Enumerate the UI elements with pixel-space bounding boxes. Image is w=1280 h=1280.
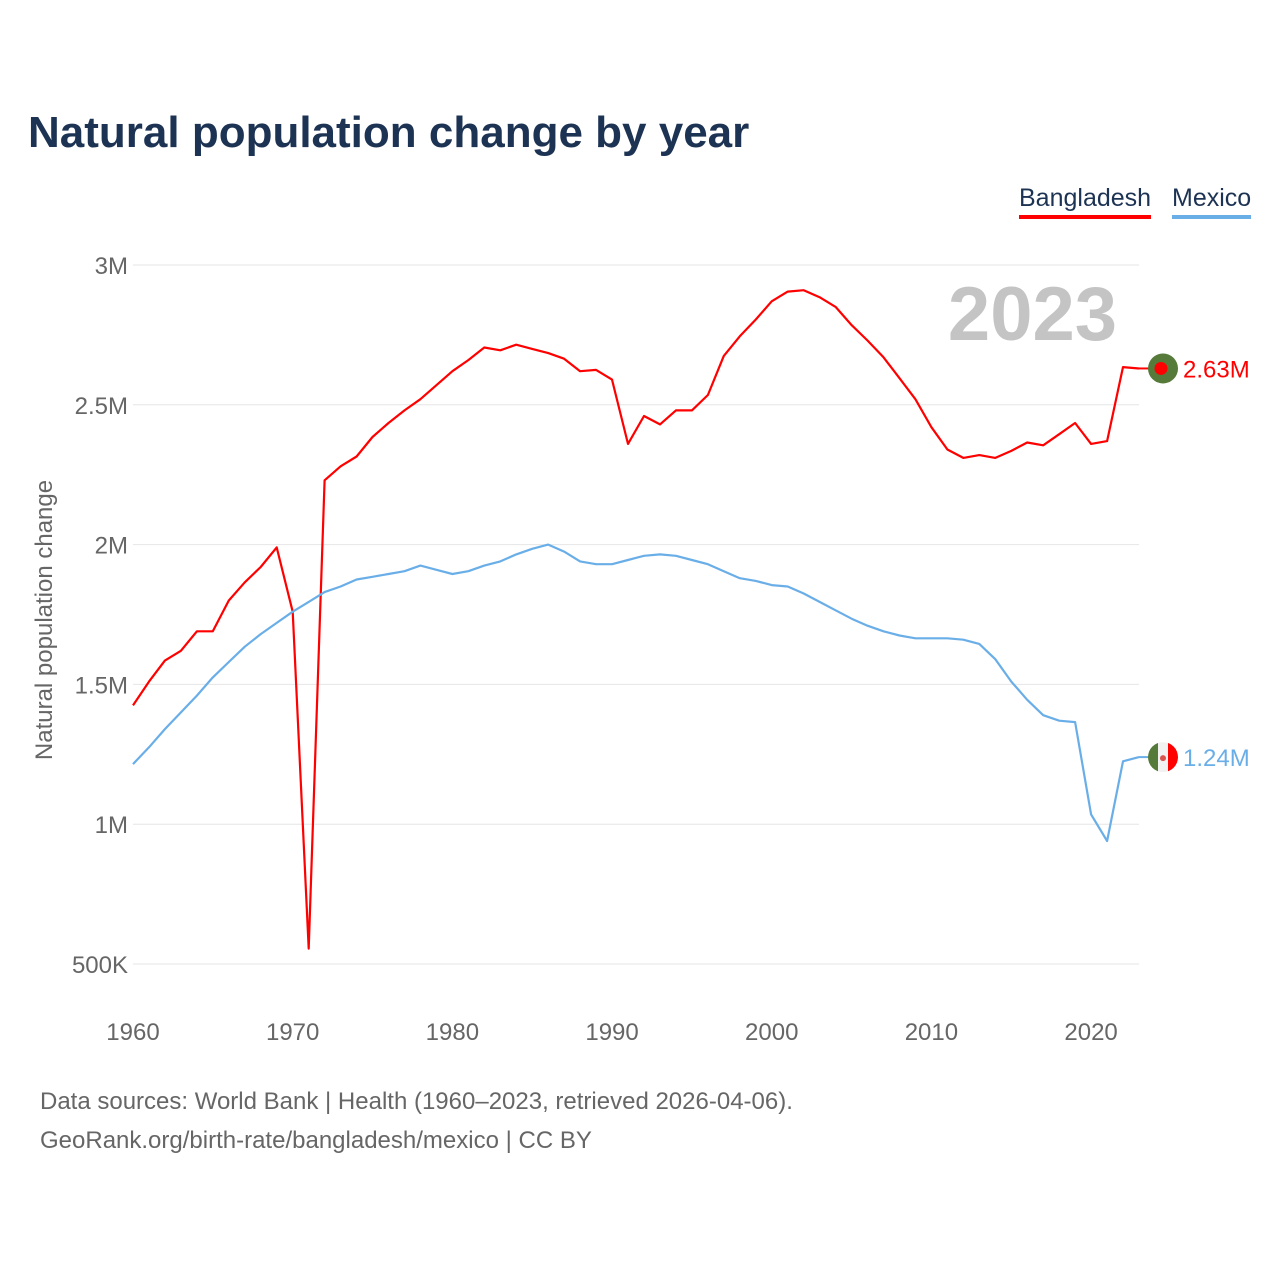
x-tick-label: 1960 <box>106 1019 159 1046</box>
year-label: 2023 <box>948 272 1117 357</box>
series-line-bangladesh <box>132 289 1140 950</box>
y-tick-label: 2.5M <box>75 393 128 420</box>
bangladesh-flag-disc <box>1154 361 1168 375</box>
legend-mexico[interactable]: Mexico <box>1172 184 1252 219</box>
end-value-label: 1.24M <box>1183 745 1250 772</box>
legend-bangladesh[interactable]: Bangladesh <box>1019 184 1152 219</box>
mexico-flag-emblem <box>1160 755 1166 762</box>
x-tick-label: 2010 <box>905 1019 958 1046</box>
end-value-label: 2.63M <box>1183 356 1250 383</box>
x-tick-label: 2020 <box>1064 1019 1117 1046</box>
chart-title: Natural population change by year <box>28 108 750 157</box>
x-tick-label: 1980 <box>426 1019 479 1046</box>
series-line-mexico <box>132 543 1140 843</box>
y-axis-label: Natural population change <box>31 480 58 760</box>
line-chart: 500K 1M 1.5M 2M 2.5M 3M 1960 1970 1980 1990 2000 20… <box>31 253 1250 1046</box>
x-tick-label: 2000 <box>745 1019 798 1046</box>
y-tick-label: 500K <box>72 952 128 979</box>
y-tick-label: 1M <box>95 812 128 839</box>
source-link[interactable]: GeoRank.org/birth-rate/bangladesh/mexico… <box>40 1127 592 1154</box>
source-note: Data sources: World Bank | Health (1960–… <box>40 1088 793 1115</box>
mexico-flag-icon <box>1148 742 1158 773</box>
x-tick-label: 1990 <box>585 1019 638 1046</box>
y-tick-label: 3M <box>95 253 128 280</box>
x-tick-label: 1970 <box>266 1019 319 1046</box>
y-tick-label: 2M <box>95 533 128 560</box>
mexico-flag-red <box>1168 742 1178 773</box>
y-tick-label: 1.5M <box>75 672 128 699</box>
